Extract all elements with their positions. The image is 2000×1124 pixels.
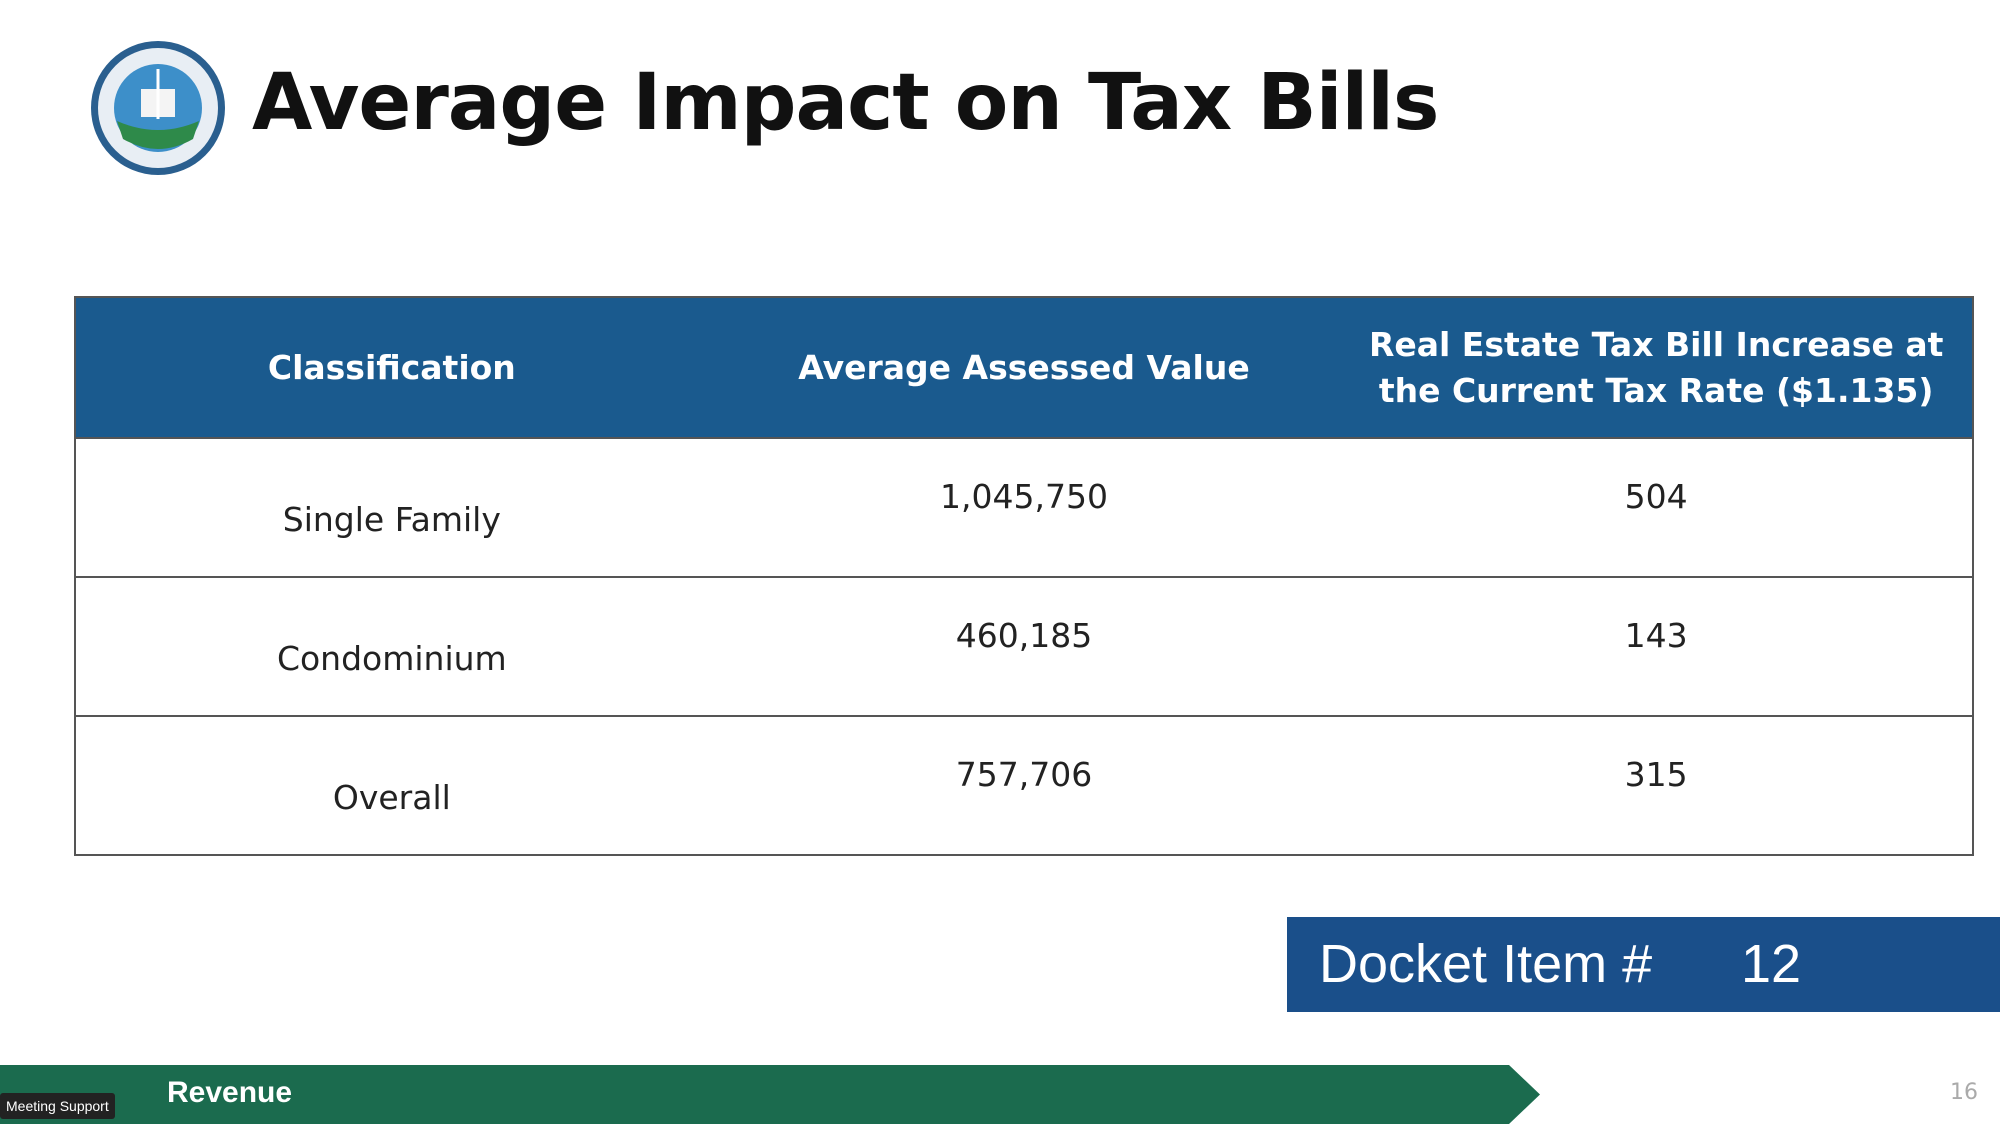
cell: 1,045,750 xyxy=(707,437,1341,577)
cell: 460,185 xyxy=(707,576,1341,716)
meeting-label: Meeting Support xyxy=(0,1093,115,1119)
slide-title: Average Impact on Tax Bills xyxy=(252,58,1439,148)
docket-number: 12 xyxy=(1741,934,1802,994)
tax-table: Classification Average Assessed Value Re… xyxy=(74,296,1974,856)
cell: Overall xyxy=(75,715,708,855)
cell: 143 xyxy=(1340,576,1973,716)
table-row: Overall 757,706 315 xyxy=(75,715,1973,855)
footer-band xyxy=(0,1065,1540,1124)
cell: 757,706 xyxy=(707,715,1341,855)
docket-label: Docket Item # xyxy=(1319,934,1653,994)
cell: Condominium xyxy=(75,576,708,716)
cell: Single Family xyxy=(75,437,708,577)
column-header: Classification xyxy=(75,297,708,438)
column-header: Real Estate Tax Bill Increase at the Cur… xyxy=(1340,297,1973,438)
page-number: 16 xyxy=(1950,1080,1978,1105)
table-row: Condominium 460,185 143 xyxy=(75,576,1973,716)
city-seal xyxy=(91,41,225,175)
section-label: Revenue xyxy=(167,1076,293,1109)
cell: 315 xyxy=(1340,715,1973,855)
table-row: Single Family 1,045,750 504 xyxy=(75,437,1973,577)
column-header: Average Assessed Value xyxy=(707,297,1341,438)
header-row: Classification Average Assessed Value Re… xyxy=(75,297,1973,438)
docket-box: Docket Item # 12 xyxy=(1287,917,2000,1012)
cell: 504 xyxy=(1340,437,1973,577)
